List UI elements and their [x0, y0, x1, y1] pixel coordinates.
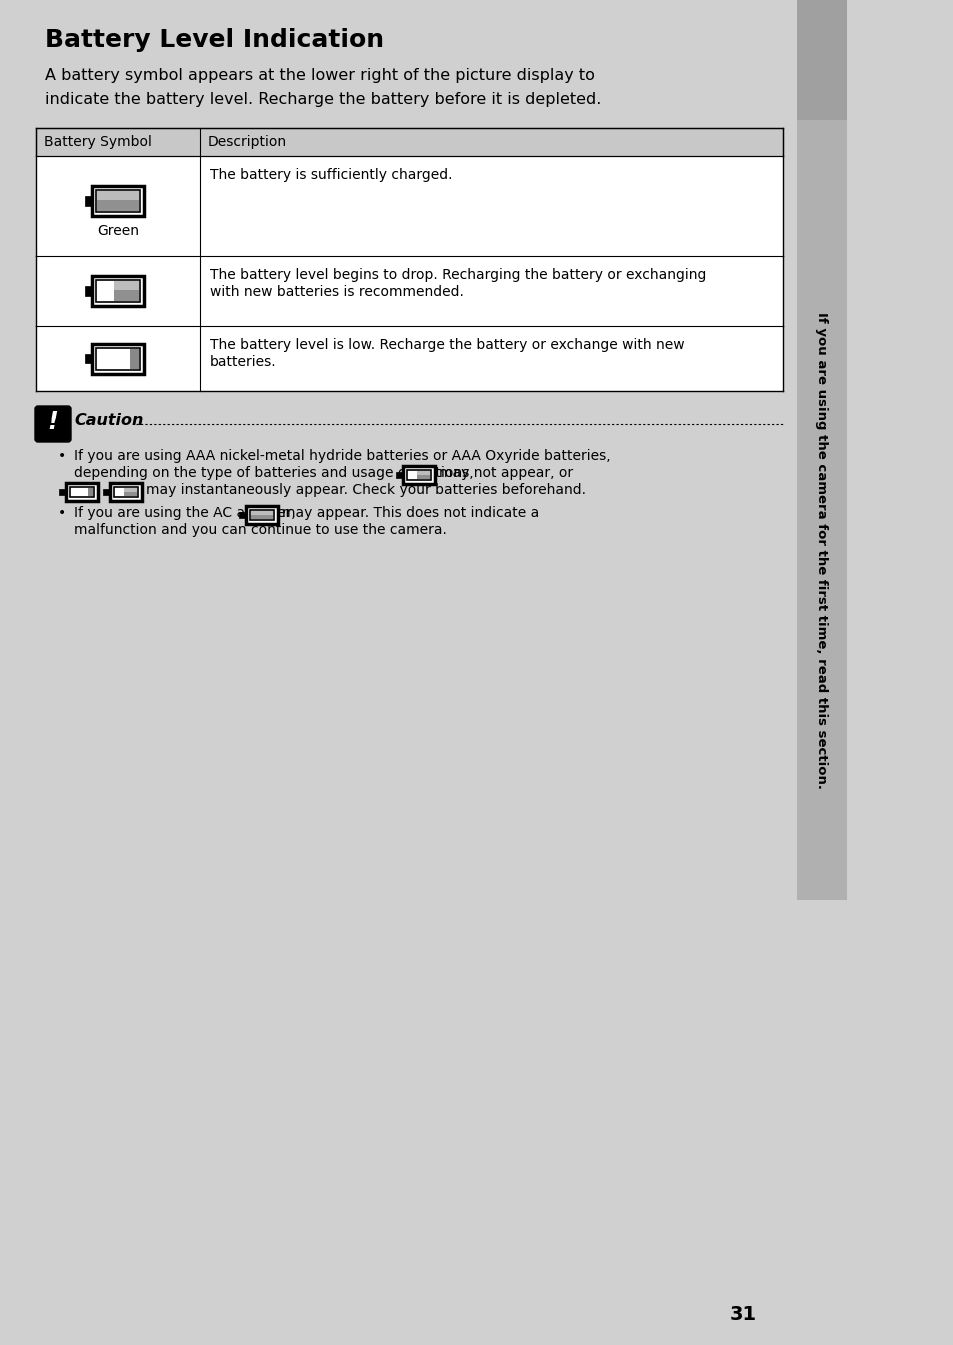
Text: indicate the battery level. Recharge the battery before it is depleted.: indicate the battery level. Recharge the… — [45, 91, 600, 108]
Bar — [110, 483, 142, 500]
Bar — [251, 511, 273, 519]
Text: If you are using the AC adapter,: If you are using the AC adapter, — [74, 506, 295, 521]
Text: •: • — [58, 449, 66, 463]
Bar — [91, 276, 144, 307]
Text: Caution: Caution — [74, 413, 143, 428]
Text: •: • — [58, 506, 66, 521]
Bar — [246, 506, 277, 525]
Text: batteries.: batteries. — [210, 355, 276, 369]
Text: may instantaneously appear. Check your batteries beforehand.: may instantaneously appear. Check your b… — [146, 483, 585, 498]
Bar — [85, 286, 91, 296]
Bar — [395, 472, 402, 477]
Bar — [402, 465, 435, 484]
Bar — [59, 490, 66, 495]
Bar — [124, 488, 137, 492]
Bar — [66, 483, 98, 500]
Bar — [85, 354, 91, 363]
Bar — [36, 325, 782, 391]
Text: or: or — [104, 483, 127, 498]
Bar — [85, 196, 91, 206]
Text: A battery symbol appears at the lower right of the picture display to: A battery symbol appears at the lower ri… — [45, 69, 595, 83]
Bar — [796, 0, 846, 120]
Text: If you are using the camera for the first time, read this section.: If you are using the camera for the firs… — [815, 312, 827, 788]
Bar — [416, 471, 430, 475]
Bar — [239, 512, 246, 518]
Text: with new batteries is recommended.: with new batteries is recommended. — [210, 285, 463, 299]
Bar — [103, 490, 110, 495]
Bar — [113, 487, 138, 498]
Text: depending on the type of batteries and usage conditions,: depending on the type of batteries and u… — [74, 465, 473, 480]
Text: !: ! — [48, 410, 58, 434]
Bar — [97, 191, 139, 200]
Text: 31: 31 — [729, 1305, 757, 1323]
Bar — [407, 469, 431, 480]
Text: malfunction and you can continue to use the camera.: malfunction and you can continue to use … — [74, 523, 446, 537]
Bar — [91, 343, 144, 374]
Bar — [113, 281, 139, 301]
Bar — [96, 190, 140, 213]
Bar — [113, 281, 139, 291]
Bar — [36, 256, 782, 325]
Text: The battery is sufficiently charged.: The battery is sufficiently charged. — [210, 168, 452, 182]
Bar — [36, 128, 782, 156]
Bar — [70, 487, 94, 498]
Bar — [251, 511, 273, 515]
Bar — [88, 488, 92, 496]
Text: may not appear, or: may not appear, or — [438, 465, 573, 480]
Bar — [250, 510, 274, 521]
Bar — [36, 156, 782, 256]
Text: The battery level begins to drop. Recharging the battery or exchanging: The battery level begins to drop. Rechar… — [210, 268, 705, 282]
Bar — [796, 0, 846, 900]
Bar — [96, 280, 140, 303]
Bar — [96, 347, 140, 370]
Text: If you are using AAA nickel-metal hydride batteries or AAA Oxyride batteries,: If you are using AAA nickel-metal hydrid… — [74, 449, 610, 463]
Text: Battery Symbol: Battery Symbol — [44, 134, 152, 149]
Bar — [97, 191, 139, 211]
Bar — [91, 186, 144, 217]
Bar — [124, 488, 137, 496]
Text: Green: Green — [97, 225, 139, 238]
FancyBboxPatch shape — [35, 406, 71, 443]
Text: The battery level is low. Recharge the battery or exchange with new: The battery level is low. Recharge the b… — [210, 338, 684, 352]
Text: may appear. This does not indicate a: may appear. This does not indicate a — [282, 506, 538, 521]
Bar — [416, 471, 430, 479]
Text: Description: Description — [208, 134, 287, 149]
Text: Battery Level Indication: Battery Level Indication — [45, 28, 384, 52]
Bar — [130, 348, 139, 369]
